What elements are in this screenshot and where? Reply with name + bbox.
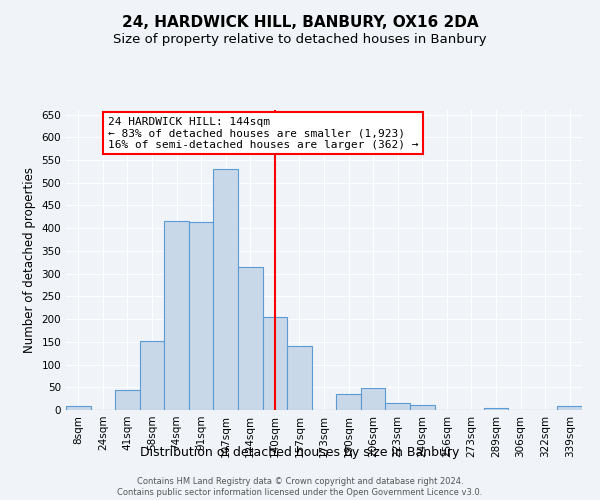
Bar	[238, 267, 263, 410]
Bar	[189, 222, 214, 410]
Bar	[164, 221, 189, 410]
Bar	[140, 342, 164, 410]
Bar	[410, 404, 434, 410]
Text: Size of property relative to detached houses in Banbury: Size of property relative to detached ho…	[113, 32, 487, 46]
Y-axis label: Number of detached properties: Number of detached properties	[23, 167, 36, 353]
Text: 24, HARDWICK HILL, BANBURY, OX16 2DA: 24, HARDWICK HILL, BANBURY, OX16 2DA	[122, 15, 478, 30]
Bar	[66, 406, 91, 410]
Text: Contains HM Land Registry data © Crown copyright and database right 2024.: Contains HM Land Registry data © Crown c…	[137, 476, 463, 486]
Bar	[385, 403, 410, 410]
Bar	[214, 168, 238, 410]
Bar	[115, 390, 140, 410]
Bar	[287, 346, 312, 410]
Text: Distribution of detached houses by size in Banbury: Distribution of detached houses by size …	[140, 446, 460, 459]
Bar	[336, 394, 361, 410]
Text: Contains public sector information licensed under the Open Government Licence v3: Contains public sector information licen…	[118, 488, 482, 497]
Bar	[557, 406, 582, 410]
Bar	[263, 318, 287, 410]
Bar	[484, 408, 508, 410]
Text: 24 HARDWICK HILL: 144sqm
← 83% of detached houses are smaller (1,923)
16% of sem: 24 HARDWICK HILL: 144sqm ← 83% of detach…	[108, 117, 418, 150]
Bar	[361, 388, 385, 410]
